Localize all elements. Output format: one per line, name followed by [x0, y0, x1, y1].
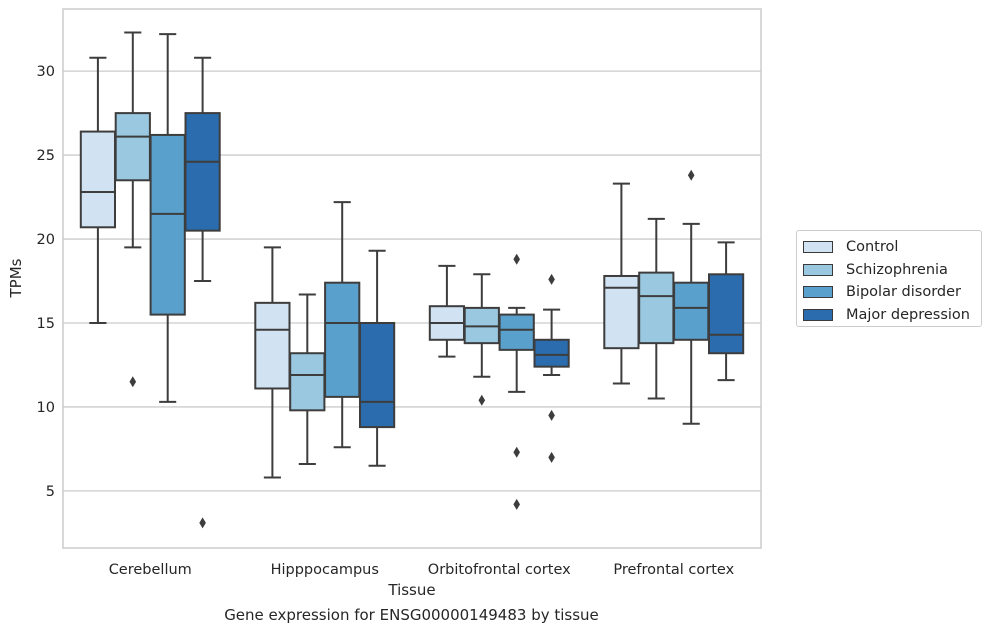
box-body-major-depression-orbitofrontal-cortex: [533, 338, 570, 368]
y-tick-label-10: 10: [37, 400, 55, 416]
y-tick-label-20: 20: [37, 232, 55, 248]
x-tick-label-prefrontal-cortex: Prefrontal cortex: [613, 562, 734, 578]
legend-item-schizophrenia: Schizophrenia: [797, 259, 981, 282]
legend-label-major-depression: Major depression: [846, 306, 970, 323]
box-schizophrenia-orbitofrontal-cortex: [463, 273, 500, 406]
box-body-control-hipppocampus: [254, 301, 291, 390]
outlier-bipolar-disorder-orbitofrontal-cortex-1: [513, 446, 520, 458]
box-major-depression-prefrontal-cortex: [707, 241, 745, 382]
box-body-major-depression-cerebellum: [184, 112, 221, 232]
legend-swatch-bipolar-disorder: [803, 286, 833, 299]
x-tick-label-hipppocampus: Hipppocampus: [271, 562, 379, 578]
y-axis-ticks: 5 10 15 20 25 30: [37, 64, 55, 500]
legend-item-control: Control: [797, 236, 981, 259]
box-bipolar-disorder-orbitofrontal-cortex: [498, 253, 535, 510]
box-body-schizophrenia-cerebellum: [114, 112, 151, 182]
box-major-depression-cerebellum: [184, 56, 221, 529]
box-body-bipolar-disorder-prefrontal-cortex: [673, 281, 710, 341]
x-axis-ticks: Cerebellum Hipppocampus Orbitofrontal cort…: [109, 562, 735, 578]
box-major-depression-orbitofrontal-cortex: [533, 273, 570, 463]
x-axis-label: Tissue: [387, 581, 435, 599]
legend-item-major-depression: Major depression: [797, 304, 981, 327]
outlier-bipolar-disorder-prefrontal-cortex-0: [687, 169, 695, 181]
outlier-major-depression-orbitofrontal-cortex-1: [548, 409, 555, 421]
legend-swatch-control: [803, 241, 833, 254]
legend-swatch-schizophrenia: [803, 263, 833, 276]
box-control-hipppocampus: [254, 246, 291, 479]
outlier-bipolar-disorder-orbitofrontal-cortex-2: [513, 498, 520, 510]
legend-item-bipolar-disorder: Bipolar disorder: [797, 281, 981, 304]
box-body-major-depression-hipppocampus: [358, 321, 396, 429]
y-tick-label-5: 5: [46, 484, 55, 500]
box-body-bipolar-disorder-hipppocampus: [324, 281, 361, 398]
y-tick-label-15: 15: [37, 316, 55, 332]
box-control-cerebellum: [79, 56, 117, 324]
series-control: [79, 56, 640, 479]
series-major-depression: [184, 56, 745, 529]
outlier-major-depression-cerebellum-0: [199, 517, 206, 529]
box-body-schizophrenia-hipppocampus: [289, 352, 326, 412]
legend-label-control: Control: [846, 239, 899, 256]
legend: Control Schizophrenia Bipolar disorder M…: [796, 230, 982, 327]
box-body-bipolar-disorder-cerebellum: [149, 133, 186, 316]
y-axis-label: TPMs: [7, 258, 25, 298]
outlier-major-depression-orbitofrontal-cortex-0: [548, 273, 555, 285]
legend-label-schizophrenia: Schizophrenia: [846, 261, 948, 278]
outlier-bipolar-disorder-orbitofrontal-cortex-0: [513, 253, 520, 265]
box-schizophrenia-cerebellum: [114, 31, 151, 388]
box-bipolar-disorder-cerebellum: [149, 33, 186, 403]
outlier-major-depression-orbitofrontal-cortex-2: [548, 451, 555, 463]
outlier-schizophrenia-cerebellum-0: [129, 376, 137, 388]
legend-swatch-major-depression: [803, 308, 833, 321]
y-tick-label-25: 25: [37, 148, 55, 164]
x-tick-label-orbitofrontal-cortex: Orbitofrontal cortex: [428, 562, 571, 578]
box-series: [79, 31, 745, 529]
box-body-control-cerebellum: [79, 130, 117, 229]
outlier-schizophrenia-orbitofrontal-cortex-0: [478, 394, 486, 406]
box-body-major-depression-prefrontal-cortex: [707, 273, 745, 355]
chart-caption: Gene expression for ENSG00000149483 by t…: [224, 606, 599, 624]
x-tick-label-cerebellum: Cerebellum: [109, 562, 192, 578]
legend-label-bipolar-disorder: Bipolar disorder: [846, 284, 961, 301]
series-schizophrenia: [114, 31, 675, 466]
box-body-schizophrenia-prefrontal-cortex: [638, 271, 675, 345]
box-body-bipolar-disorder-orbitofrontal-cortex: [498, 313, 535, 351]
box-control-orbitofrontal-cortex: [428, 264, 466, 358]
box-major-depression-hipppocampus: [358, 249, 396, 467]
y-tick-label-30: 30: [37, 64, 55, 80]
box-schizophrenia-prefrontal-cortex: [638, 217, 675, 400]
box-schizophrenia-hipppocampus: [289, 293, 326, 466]
